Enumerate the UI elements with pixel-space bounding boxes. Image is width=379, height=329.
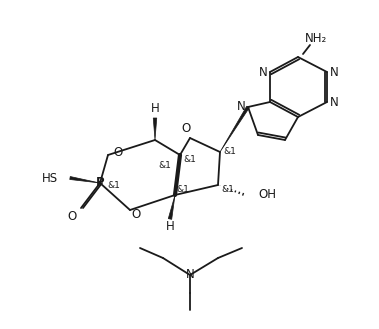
Text: O: O bbox=[67, 210, 77, 222]
Text: &1: &1 bbox=[177, 186, 190, 194]
Text: P: P bbox=[96, 176, 104, 190]
Text: &1: &1 bbox=[222, 186, 235, 194]
Polygon shape bbox=[70, 177, 100, 183]
Text: O: O bbox=[132, 209, 141, 221]
Text: N: N bbox=[258, 65, 267, 79]
Polygon shape bbox=[168, 195, 175, 219]
Text: &1: &1 bbox=[108, 182, 121, 190]
Text: &1: &1 bbox=[183, 156, 196, 164]
Text: H: H bbox=[166, 220, 174, 234]
Text: O: O bbox=[113, 145, 123, 159]
Text: N: N bbox=[236, 100, 245, 114]
Text: OH: OH bbox=[258, 189, 276, 201]
Text: O: O bbox=[182, 122, 191, 136]
Text: N: N bbox=[330, 65, 338, 79]
Text: NH₂: NH₂ bbox=[305, 33, 327, 45]
Text: HS: HS bbox=[42, 171, 58, 185]
Polygon shape bbox=[153, 118, 157, 140]
Polygon shape bbox=[220, 106, 249, 152]
Text: H: H bbox=[150, 103, 160, 115]
Text: &1: &1 bbox=[158, 161, 171, 169]
Text: &1: &1 bbox=[224, 147, 236, 157]
Text: N: N bbox=[330, 95, 338, 109]
Text: N: N bbox=[186, 268, 194, 282]
